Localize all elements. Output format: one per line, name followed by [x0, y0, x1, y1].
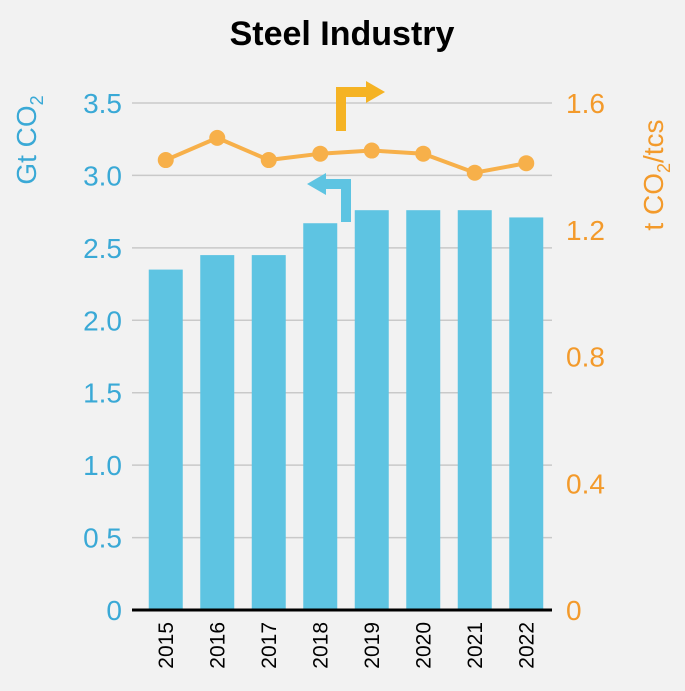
arrow-left-head [307, 173, 326, 195]
series-line [164, 135, 527, 175]
x-tick-layer: 2015 2016 2017 2018 2019 2020 2021 2022 [155, 622, 539, 669]
y-tick-label-left: 1.5 [83, 378, 122, 409]
y-tick-label-left: 0.5 [83, 523, 122, 554]
left-tick-layer: 0 0.5 1.0 1.5 2.0 2.5 3.0 3.5 [83, 88, 122, 626]
y-axis-label-left: Gt CO2 [11, 95, 47, 184]
line-point [157, 152, 174, 169]
line-layer [157, 129, 535, 181]
y-tick-label-left: 1.0 [83, 450, 122, 481]
x-tick-label: 2015 [155, 622, 178, 669]
x-tick-label: 2016 [206, 622, 229, 669]
bar-layer [132, 210, 552, 612]
y-tick-label-left: 3.0 [83, 160, 122, 191]
y-tick-label-left: 2.5 [83, 233, 122, 264]
line-point [363, 142, 380, 159]
bar [251, 255, 286, 610]
chart-title: Steel Industry [230, 15, 455, 53]
bar [200, 255, 235, 610]
y-tick-label-right: 0 [566, 595, 582, 626]
y-tick-label-left: 0 [106, 595, 122, 626]
bar [406, 210, 441, 611]
arrow-right-shaft [336, 87, 368, 131]
bar [354, 210, 389, 611]
line-point [260, 152, 277, 169]
bar [457, 210, 492, 611]
y-tick-label-left: 2.0 [83, 305, 122, 336]
y-tick-label-right: 1.6 [566, 88, 605, 119]
line-point [209, 129, 226, 146]
line-point [466, 164, 483, 181]
arrow-left-shaft [323, 179, 351, 222]
x-tick-label: 2017 [258, 622, 281, 669]
bar [148, 269, 183, 610]
y-axis-label-right: t CO2/tcs [638, 119, 674, 230]
right-tick-layer: 0 0.4 0.8 1.2 1.6 [566, 88, 605, 626]
y-tick-label-right: 0.8 [566, 342, 605, 373]
line-point [415, 145, 432, 162]
arrow-right-head [366, 81, 385, 103]
bar [303, 223, 338, 610]
x-tick-label: 2022 [515, 622, 538, 669]
y-tick-label-left: 3.5 [83, 88, 122, 119]
annotation-layer [307, 81, 385, 222]
x-tick-label: 2019 [361, 622, 384, 669]
x-tick-label: 2020 [412, 622, 435, 669]
bar [509, 217, 544, 611]
x-tick-label: 2018 [309, 622, 332, 669]
line-point [312, 145, 329, 162]
y-tick-label-right: 1.2 [566, 215, 605, 246]
line-point [518, 155, 535, 172]
x-tick-label: 2021 [464, 622, 487, 669]
y-tick-label-right: 0.4 [566, 468, 605, 499]
